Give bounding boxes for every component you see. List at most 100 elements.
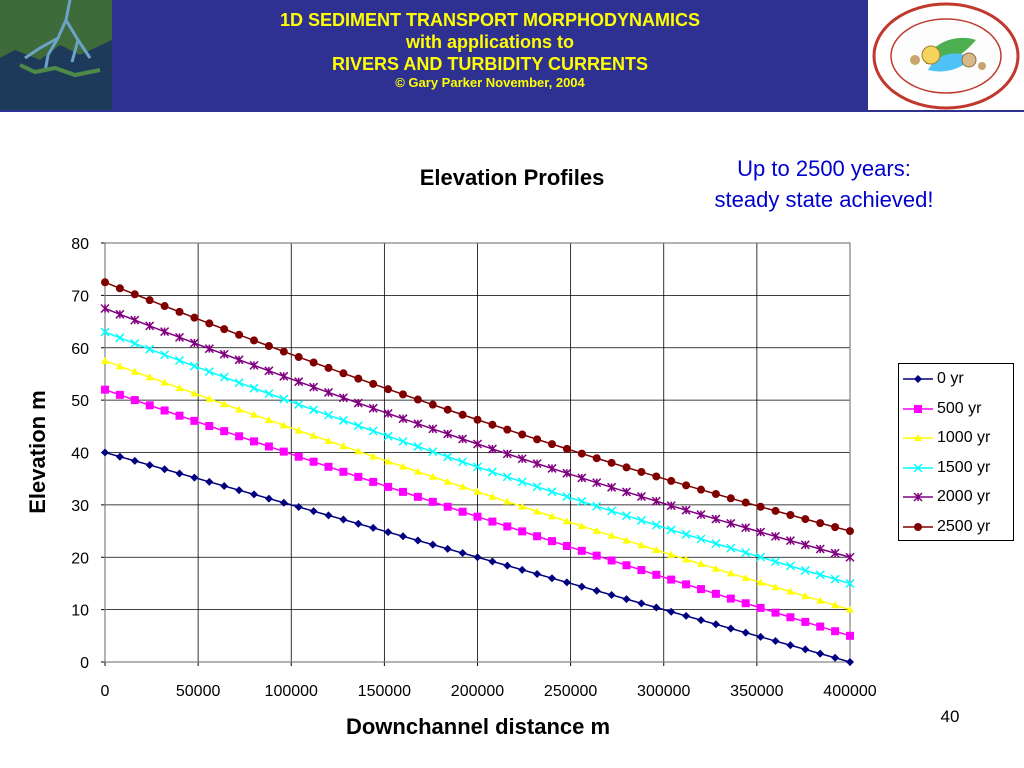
data-point <box>488 492 497 500</box>
delta-satellite-image <box>0 0 112 110</box>
data-point <box>831 653 840 662</box>
data-point <box>697 616 705 625</box>
data-point <box>667 550 676 558</box>
data-point <box>323 410 334 420</box>
data-point <box>518 430 527 439</box>
data-point <box>204 344 214 354</box>
data-point <box>309 405 319 415</box>
data-point <box>189 338 199 348</box>
data-point <box>145 401 154 410</box>
data-point <box>473 415 482 424</box>
data-point <box>771 608 780 617</box>
data-point <box>101 356 109 364</box>
data-point <box>637 566 646 575</box>
data-point <box>250 437 258 446</box>
data-point <box>652 472 661 481</box>
data-point <box>413 536 422 545</box>
y-tick-label: 50 <box>71 393 89 410</box>
data-point <box>354 472 363 481</box>
data-point <box>130 456 139 465</box>
data-point <box>622 463 631 472</box>
data-point <box>518 565 527 574</box>
x-tick-label: 0 <box>101 683 110 700</box>
data-point <box>205 477 214 486</box>
data-point <box>637 467 646 476</box>
data-point <box>145 373 154 381</box>
data-point <box>353 398 363 408</box>
data-point <box>756 527 766 537</box>
data-point <box>115 333 125 343</box>
data-point <box>264 442 273 451</box>
data-point <box>711 589 720 598</box>
chart-legend: 0 yr 500 yr 1000 yr 1500 yr 2000 yr 2500 yr <box>898 363 1014 541</box>
data-point <box>324 436 333 444</box>
data-point <box>220 482 229 491</box>
data-point <box>174 355 185 366</box>
header-title-line2: with applications to <box>405 32 574 52</box>
data-point <box>130 290 139 299</box>
series-2000-yr <box>100 303 855 562</box>
data-point <box>369 477 378 486</box>
data-point <box>726 569 735 577</box>
x-tick-label: 250000 <box>544 683 597 700</box>
data-point <box>741 628 750 637</box>
data-point <box>577 496 587 506</box>
data-point <box>786 587 795 595</box>
data-point <box>220 325 229 334</box>
data-point <box>681 505 691 515</box>
data-point <box>711 490 720 499</box>
data-point <box>548 440 556 449</box>
data-point <box>845 578 855 588</box>
data-point <box>443 544 452 553</box>
data-point <box>235 330 244 339</box>
data-point <box>533 570 542 579</box>
data-point <box>503 561 512 570</box>
data-point <box>562 517 571 525</box>
data-point <box>190 389 199 397</box>
data-point <box>815 544 825 554</box>
data-point <box>726 518 736 528</box>
y-tick-label: 0 <box>80 655 89 672</box>
data-point <box>622 536 631 544</box>
data-point <box>324 363 333 372</box>
data-point <box>771 637 780 646</box>
data-point <box>458 482 467 490</box>
data-point <box>592 551 601 560</box>
data-point <box>234 355 244 365</box>
data-point <box>175 411 184 420</box>
data-point <box>101 448 109 457</box>
data-point <box>577 449 586 458</box>
data-point <box>636 492 646 502</box>
header-title-block: 1D SEDIMENT TRANSPORT MORPHODYNAMICS wit… <box>112 0 868 110</box>
data-point <box>741 498 750 507</box>
data-point <box>443 452 453 462</box>
data-point <box>100 303 110 313</box>
data-point <box>682 580 691 589</box>
data-point <box>622 595 631 604</box>
data-point <box>831 601 840 609</box>
data-point <box>353 421 363 431</box>
data-point <box>130 367 139 375</box>
data-point <box>771 583 780 591</box>
series-500-yr <box>101 385 854 640</box>
data-point <box>279 347 288 356</box>
data-point <box>592 501 602 511</box>
data-point <box>264 416 273 424</box>
data-point <box>413 492 422 501</box>
data-point <box>443 405 452 414</box>
data-point <box>831 523 840 532</box>
data-point <box>354 519 363 528</box>
legend-marker <box>914 375 922 383</box>
legend-marker <box>914 522 922 531</box>
data-point <box>458 457 468 467</box>
legend-label: 0 yr <box>937 370 964 387</box>
data-point <box>339 442 348 450</box>
x-axis-label: Downchannel distance m <box>345 714 611 739</box>
data-point <box>354 447 363 455</box>
data-point <box>756 502 765 511</box>
data-point <box>517 477 527 487</box>
nced-logo-graphic <box>872 2 1020 110</box>
data-point <box>652 545 661 553</box>
data-point <box>770 531 781 541</box>
